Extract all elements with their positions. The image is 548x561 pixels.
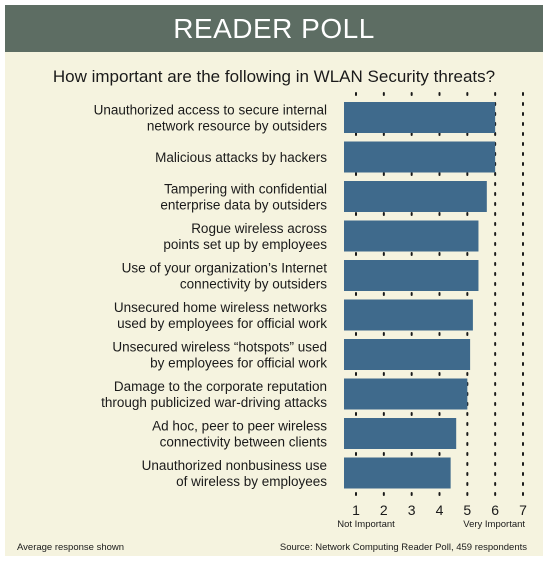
low-end-label: Not Important bbox=[337, 519, 395, 530]
category-label: Malicious attacks by hackers bbox=[155, 150, 327, 165]
bar bbox=[344, 457, 451, 489]
tick-label: 1 bbox=[352, 502, 360, 518]
category-label: Unauthorized access to secure internal bbox=[94, 103, 327, 118]
bar bbox=[344, 418, 457, 449]
category-label: points set up by employees bbox=[163, 237, 327, 252]
category-label: through publicized war-driving attacks bbox=[101, 395, 327, 410]
category-label: enterprise data by outsiders bbox=[160, 198, 327, 213]
bar bbox=[344, 181, 487, 212]
category-label: Tampering with confidential bbox=[164, 182, 327, 197]
bar-chart: Unauthorized access to secure internalne… bbox=[94, 92, 527, 530]
tick-label: 5 bbox=[463, 502, 471, 518]
category-label: by employees for official work bbox=[150, 356, 327, 371]
category-label: Unsecured wireless “hotspots” used bbox=[112, 340, 327, 355]
chart-title: How important are the following in WLAN … bbox=[52, 67, 496, 86]
bar bbox=[344, 299, 473, 331]
category-label: connectivity by outsiders bbox=[180, 277, 327, 292]
category-label: Ad hoc, peer to peer wireless bbox=[152, 419, 327, 434]
category-label: Use of your organization’s Internet bbox=[122, 261, 328, 276]
category-label: used by employees for official work bbox=[117, 316, 327, 331]
bar bbox=[344, 102, 496, 133]
footer-note: Average response shown bbox=[17, 542, 125, 553]
category-label: network resource by outsiders bbox=[147, 119, 327, 134]
bar bbox=[344, 378, 468, 410]
tick-label: 2 bbox=[380, 502, 388, 518]
bar bbox=[344, 260, 479, 291]
category-label: Unauthorized nonbusiness use bbox=[142, 458, 327, 473]
tick-label: 6 bbox=[491, 502, 499, 518]
category-label: Rogue wireless across bbox=[191, 221, 327, 236]
category-label: Unsecured home wireless networks bbox=[114, 300, 327, 315]
high-end-label: Very Important bbox=[463, 519, 525, 530]
poll-card: READER POLL How important are the follow… bbox=[5, 5, 543, 556]
footer-source: Source: Network Computing Reader Poll, 4… bbox=[279, 542, 527, 553]
category-label: of wireless by employees bbox=[176, 474, 327, 489]
tick-label: 7 bbox=[519, 502, 527, 518]
category-label: connectivity between clients bbox=[160, 435, 328, 450]
bar bbox=[344, 220, 479, 252]
tick-label: 3 bbox=[408, 502, 416, 518]
tick-label: 4 bbox=[436, 502, 444, 518]
bar bbox=[344, 339, 471, 370]
header-bar: READER POLL bbox=[5, 5, 543, 52]
bar bbox=[344, 141, 496, 173]
category-label: Damage to the corporate reputation bbox=[114, 379, 327, 394]
page-title: READER POLL bbox=[173, 13, 375, 44]
